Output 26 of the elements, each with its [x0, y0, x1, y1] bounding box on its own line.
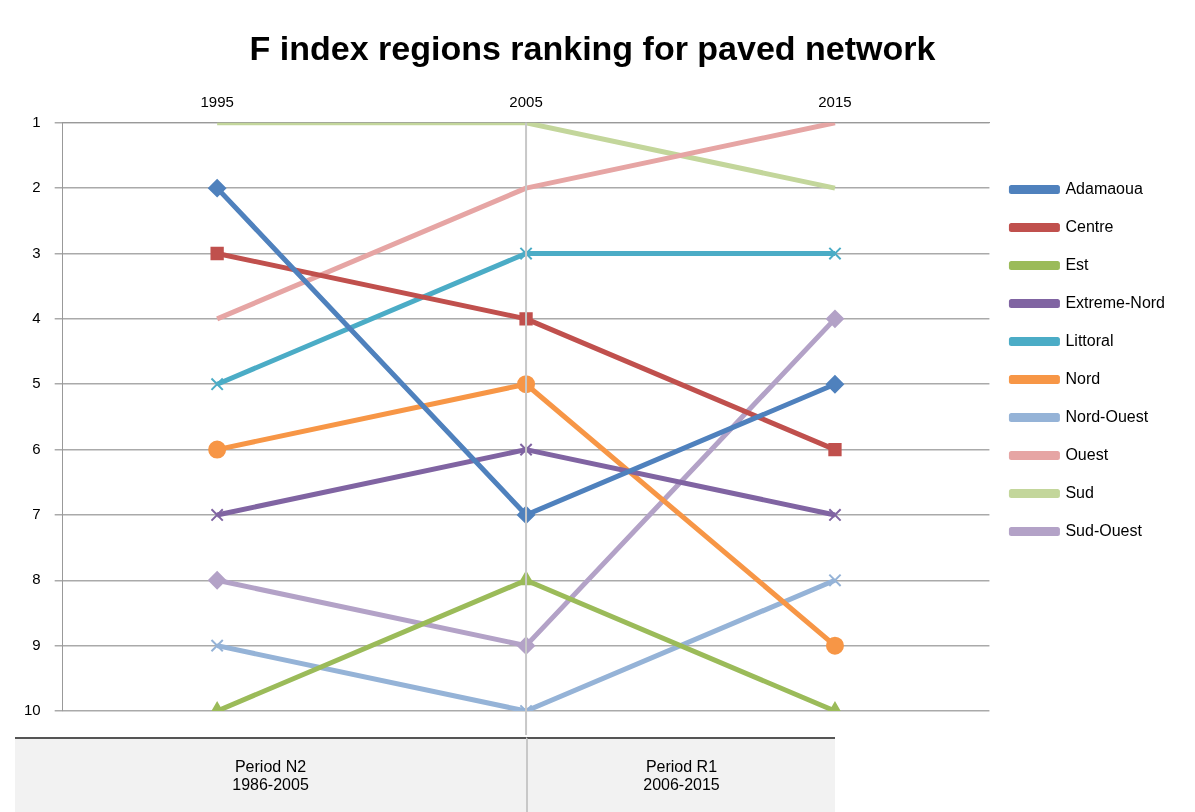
y-tick-label: 5	[32, 374, 41, 392]
legend-label: Sud-Ouest	[1065, 521, 1143, 539]
legend-label: Centre	[1065, 217, 1114, 235]
y-tick-label: 7	[32, 505, 41, 523]
y-tick-label: 4	[32, 309, 41, 327]
y-tick-label: 1	[32, 112, 41, 130]
legend-label: Est	[1065, 255, 1090, 273]
text: Period N2 1986-2005	[15, 737, 527, 812]
legend-label: Ouest	[1065, 445, 1109, 463]
y-tick-label: 6	[32, 439, 41, 457]
legend-label: Extreme-Nord	[1065, 293, 1165, 311]
y-tick-label: 8	[32, 570, 41, 588]
y-tick-label: 10	[24, 701, 41, 719]
legend-label: Adamaoua	[1065, 179, 1143, 197]
chart-title: F index regions ranking for paved network	[249, 28, 936, 67]
x-tick-label: 2015	[818, 92, 852, 110]
legend-label: Sud	[1065, 483, 1094, 501]
y-tick-label: 2	[32, 178, 41, 196]
x-tick-label: 2005	[509, 92, 543, 110]
y-tick-label: 9	[32, 635, 41, 653]
x-tick-label: 1995	[200, 92, 234, 110]
legend-label: Littoral	[1065, 331, 1114, 349]
legend-label: Nord	[1065, 369, 1101, 387]
y-tick-label: 3	[32, 243, 41, 261]
text: Period R1 2006-2015	[526, 737, 835, 812]
legend-label: Nord-Ouest	[1065, 407, 1149, 425]
